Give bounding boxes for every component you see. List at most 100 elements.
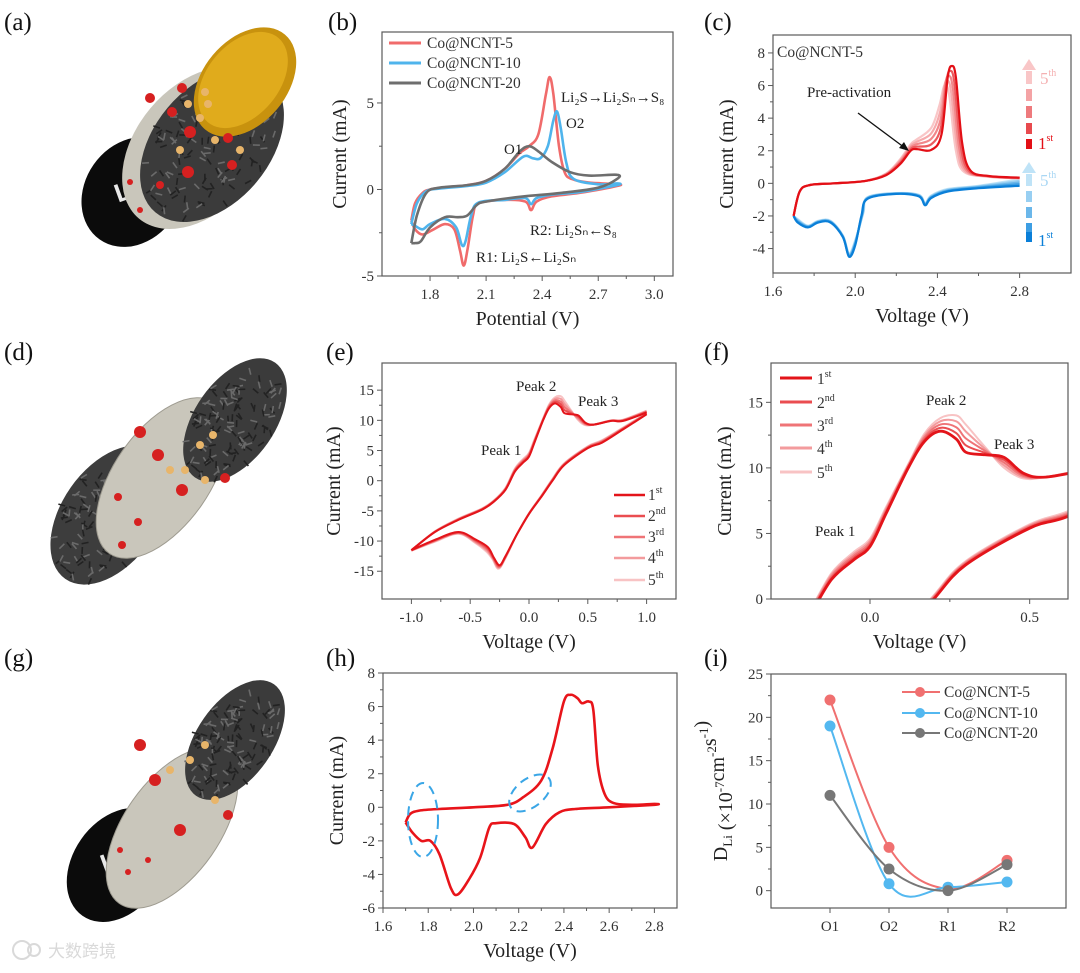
arrow-up-icon [1022, 162, 1036, 173]
cycle-1-cathodic [411, 413, 648, 567]
cycle-label-1st-anodic: 1st [1038, 133, 1053, 153]
y-tick-label: 8 [368, 666, 376, 682]
y-tick-label: 2 [758, 144, 766, 160]
annotation-peak-2: Peak 2 [926, 393, 966, 409]
legend-label: Co@NCNT-5 [427, 35, 513, 52]
y-tick-label: 0 [367, 474, 375, 490]
cycle-4-anodic [815, 418, 1068, 599]
y-tick-label: 2 [368, 767, 376, 783]
plot-frame [381, 362, 677, 600]
x-tick-label: R2 [998, 919, 1016, 935]
chart-h: 1.6 1.8 2.0 2.2 2.4 2.6 2.8 -6 -4 -2 0 2 4 6 8 Voltage … [326, 666, 678, 962]
y-tick-label: 4 [758, 111, 766, 127]
data-point [883, 878, 895, 890]
cycle-3-anodic [410, 399, 647, 552]
cathodic-cycle-5 [792, 178, 1020, 255]
chart-i: O1 O2 R1 R2 0 5 10 15 20 25 DLi (×10-7cm-2s-1) [691, 667, 1067, 935]
plot-area [404, 693, 660, 897]
panel-label-g: (g) [4, 645, 33, 672]
legend-marker [915, 687, 925, 697]
plot-frame [772, 34, 1072, 274]
arrow-head-icon [899, 142, 909, 151]
legend-i: Co@NCNT-5 Co@NCNT-10 Co@NCNT-20 [902, 684, 1038, 742]
y-axis-label: Current (mA) [329, 99, 351, 208]
cathodic-cycle-1 [792, 184, 1020, 258]
x-tick-label: 2.8 [645, 919, 664, 935]
series-cv [404, 693, 660, 897]
x-tick-label: 2.4 [533, 287, 552, 303]
x-tick-label: 2.0 [846, 284, 865, 300]
illustration-d [50, 358, 287, 585]
y-tick-label: 10 [748, 797, 763, 813]
data-point [824, 720, 836, 732]
panel-label-c: (c) [704, 9, 732, 36]
legend-label: 1st [817, 369, 832, 388]
y-tick-label: -5 [362, 504, 375, 520]
cycle-3-anodic [816, 422, 1068, 599]
plot-frame [381, 31, 674, 277]
panel-label-b: (b) [328, 9, 357, 36]
x-tick-label: 2.8 [1010, 284, 1029, 300]
illustration-g: Li [66, 680, 285, 922]
annotation-arrow [857, 112, 906, 149]
x-tick-label: O2 [880, 919, 898, 935]
chart-c: 1.6 2.0 2.4 2.8 -4 -2 0 2 4 6 8 Voltage (V) Current … [716, 34, 1072, 327]
x-tick-label: 0.5 [578, 610, 597, 626]
cycle-label-1st-cathodic: 1st [1038, 230, 1053, 250]
y-tick-label: -2 [753, 209, 766, 225]
panel-label-h: (h) [326, 645, 355, 672]
x-axis-label: Voltage (V) [483, 940, 577, 962]
polysulfide-molecules [117, 739, 233, 875]
legend-b: Co@NCNT-5 Co@NCNT-10 Co@NCNT-20 [389, 35, 521, 92]
x-axis-label: Potential (V) [476, 308, 580, 330]
cycle-2-anodic [817, 426, 1068, 599]
y-axis-label: Current (mA) [714, 426, 736, 535]
cycle-3-cathodic [930, 512, 1068, 599]
y-tick-label: -2 [363, 834, 376, 850]
data-point [824, 789, 836, 801]
cycle-label-5th-cathodic: 5th [1040, 170, 1056, 190]
y-tick-label: 6 [758, 79, 766, 95]
annotation-o1: O1 [504, 142, 522, 158]
x-tick-label: 2.4 [928, 284, 947, 300]
annotation-peak-3: Peak 3 [578, 394, 618, 410]
x-tick-label: 1.8 [421, 287, 440, 303]
y-tick-label: -4 [753, 242, 766, 258]
cycle-label-5th-anodic: 5th [1040, 68, 1056, 88]
series-co-ncnt-10 [410, 110, 622, 248]
legend-marker [915, 728, 925, 738]
y-tick-label: 0 [756, 592, 764, 608]
legend-label: 3rd [817, 416, 833, 435]
y-tick-label: 0 [368, 800, 376, 816]
highlight-ellipse-pre-activation [508, 773, 552, 813]
annotation-r1: R1: Li₂S←Li₂Sₙ [476, 250, 576, 266]
plot-area [410, 75, 623, 267]
annotation-peak-1: Peak 1 [815, 524, 855, 540]
x-tick-label: 1.6 [374, 919, 393, 935]
series-co-ncnt-20 [410, 144, 622, 245]
x-axis-label: Voltage (V) [873, 631, 967, 653]
panel-label-e: (e) [326, 339, 354, 366]
x-tick-label: 1.6 [764, 284, 783, 300]
y-tick-label: 4 [368, 733, 376, 749]
legend-label: Co@NCNT-5 [944, 684, 1030, 701]
x-tick-label: 1.8 [419, 919, 438, 935]
y-tick-label: 5 [756, 840, 764, 856]
plot-area [410, 394, 648, 570]
legend-label: Co@NCNT-10 [427, 55, 521, 72]
x-tick-label: 0.0 [520, 610, 539, 626]
x-tick-label: 2.4 [555, 919, 574, 935]
annotation-r2: R2: Li₂Sₙ←S₈ [530, 223, 617, 239]
nanotube-texture [184, 689, 281, 801]
legend-label: 4th [817, 439, 833, 458]
plot-area [815, 413, 1068, 599]
y-axis-label: Current (mA) [326, 736, 348, 845]
panel-label-d: (d) [4, 339, 33, 366]
x-tick-label: 2.2 [509, 919, 528, 935]
polysulfide-molecules [114, 426, 230, 549]
y-tick-label: 25 [748, 667, 763, 683]
cycle-1-anodic [817, 429, 1068, 599]
panel-label-f: (f) [704, 339, 729, 366]
legend-label: 5th [648, 570, 664, 589]
